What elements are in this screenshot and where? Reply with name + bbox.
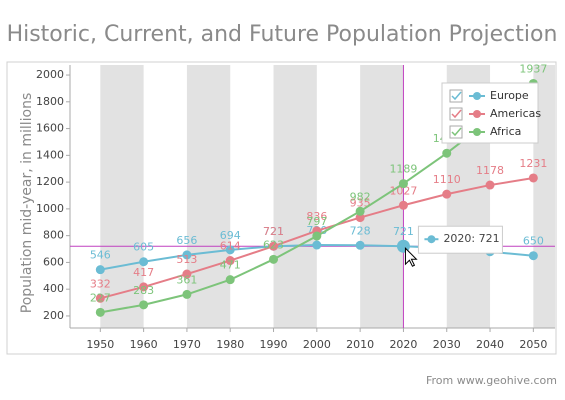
- source: From www.geohive.com: [426, 374, 557, 387]
- x-tick-label: 1970: [173, 338, 201, 351]
- strip: [186, 65, 231, 328]
- data-label: 728: [350, 224, 371, 237]
- y-tick-label: 800: [43, 229, 64, 242]
- x-tick-label: 2050: [519, 338, 547, 351]
- point: [95, 307, 105, 317]
- y-tick-label: 1600: [36, 122, 64, 135]
- data-label: 1110: [433, 173, 461, 186]
- data-label: 332: [90, 277, 111, 290]
- y-tick-label: 2000: [36, 68, 64, 81]
- data-label: 797: [306, 215, 327, 228]
- legend-marker: [473, 92, 481, 100]
- legend-label: Americas: [490, 107, 541, 120]
- point: [442, 148, 452, 158]
- x-tick-label: 2020: [389, 338, 417, 351]
- point: [182, 250, 192, 260]
- point: [269, 241, 279, 251]
- point: [355, 213, 365, 223]
- strip: [273, 65, 317, 328]
- point: [398, 179, 408, 189]
- x-tick-label: 2040: [476, 338, 504, 351]
- point: [312, 231, 322, 241]
- point: [225, 256, 235, 266]
- legend-marker: [473, 110, 481, 118]
- legend-checkbox[interactable]: [449, 125, 463, 139]
- point: [139, 300, 149, 310]
- point: [355, 206, 365, 216]
- point: [312, 240, 322, 250]
- tooltip-icon: [427, 235, 436, 244]
- data-label: 982: [350, 190, 371, 203]
- legend-check: [451, 91, 462, 101]
- data-label: 694: [220, 229, 241, 242]
- x-tick-label: 1950: [86, 338, 114, 351]
- legend-checkbox[interactable]: [449, 107, 463, 121]
- data-label: 1178: [476, 164, 504, 177]
- chart-border: [6, 61, 557, 355]
- data-label: 227: [90, 291, 111, 304]
- y-tick-label: 1000: [36, 202, 64, 215]
- point: [442, 189, 452, 199]
- point: [528, 173, 538, 183]
- point: [225, 275, 235, 285]
- x-tick-label: 1960: [130, 338, 158, 351]
- y-tick-label: 400: [43, 282, 64, 295]
- y-tick-label: 1200: [36, 175, 64, 188]
- data-label: 721: [263, 225, 284, 238]
- x-tick-label: 2030: [433, 338, 461, 351]
- point: [139, 282, 149, 292]
- data-label: 721: [393, 225, 414, 238]
- legend-label: Europe: [490, 89, 529, 102]
- data-label: 1189: [389, 163, 417, 176]
- point: [528, 251, 538, 261]
- x-tick-label: 1980: [216, 338, 244, 351]
- data-label: 836: [306, 210, 327, 223]
- data-label: 935: [350, 197, 371, 210]
- point: [95, 293, 105, 303]
- point: [398, 200, 408, 210]
- point: [182, 269, 192, 279]
- point: [355, 240, 365, 250]
- strip: [100, 65, 144, 328]
- data-label: 513: [176, 253, 197, 266]
- legend-checkbox[interactable]: [449, 89, 463, 103]
- y-tick-label: 1400: [36, 148, 64, 161]
- data-label: 656: [176, 234, 197, 247]
- data-label: 283: [133, 284, 154, 297]
- data-label: 605: [133, 241, 154, 254]
- data-label: 721: [263, 225, 284, 238]
- y-tick-label: 600: [43, 255, 64, 268]
- x-tick-label: 2010: [346, 338, 374, 351]
- tooltip-text: 2020: 721: [443, 232, 499, 245]
- data-label: 546: [90, 249, 111, 262]
- point: [182, 289, 192, 299]
- point: [139, 257, 149, 267]
- legend-label: Africa: [490, 125, 521, 138]
- legend-check: [451, 127, 462, 137]
- legend-check: [451, 109, 462, 119]
- point: [225, 245, 235, 255]
- data-label: 623: [263, 238, 284, 251]
- strip: [533, 65, 555, 328]
- chart-title: Historic, Current, and Future Population…: [7, 22, 558, 47]
- data-label: 614: [220, 240, 241, 253]
- cursor: [404, 247, 418, 267]
- point: [95, 265, 105, 275]
- y-axis-title: Population mid-year, in millions: [19, 93, 35, 314]
- x-tick-label: 2000: [303, 338, 331, 351]
- data-label: 417: [133, 266, 154, 279]
- data-label: 1231: [519, 157, 547, 170]
- point: [485, 180, 495, 190]
- x-tick-label: 1990: [260, 338, 288, 351]
- point: [269, 254, 279, 264]
- y-tick-label: 200: [43, 309, 64, 322]
- data-label: 471: [220, 259, 241, 272]
- data-label: 1937: [519, 62, 547, 75]
- y-tick-label: 1800: [36, 95, 64, 108]
- data-label: 650: [523, 235, 544, 248]
- data-label: 361: [176, 273, 197, 286]
- legend-marker: [473, 128, 481, 136]
